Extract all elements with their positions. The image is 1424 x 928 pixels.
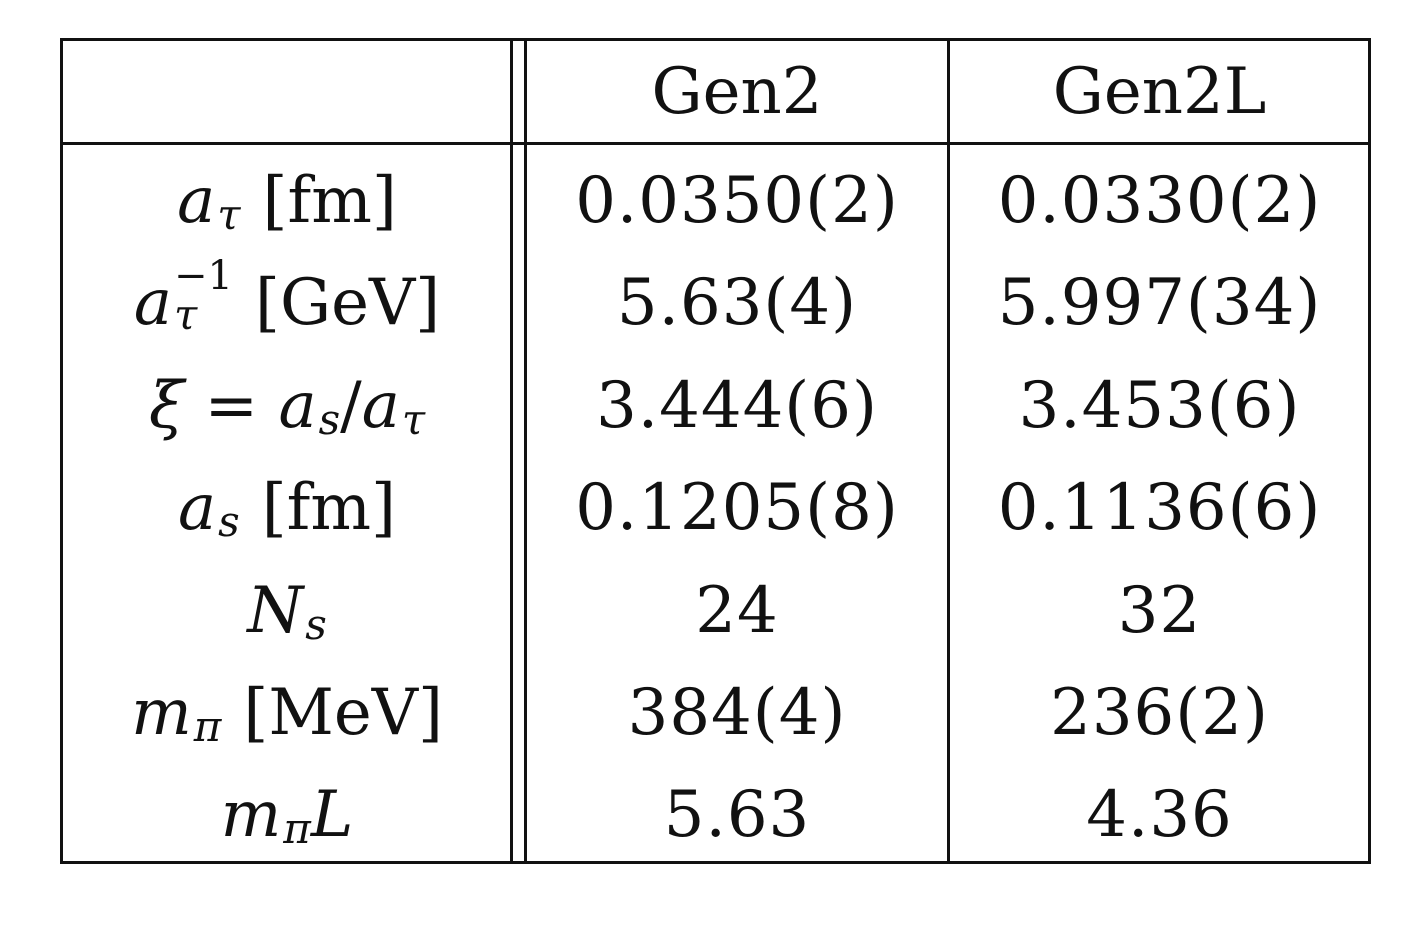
header-rule [60,142,1371,145]
table-cell: 0.0350(2) [575,164,899,238]
table-cell: 5.63(4) [616,266,858,340]
row-label-a-tau-fm: a τ [fm] [177,164,397,239]
column-divider-double-right [524,38,527,864]
column-divider [947,38,950,864]
table-frame [60,38,1371,864]
header-cell-gen2l: Gen2L [1052,55,1267,129]
table-cell: 5.63 [663,778,811,852]
row-label-m-pi-mev: m π [MeV] [131,676,443,751]
table-cell: 4.36 [1086,778,1233,852]
table-cell: 3.444(6) [596,369,878,443]
table-cell: 384(4) [627,676,847,750]
table-cell: 3.453(6) [1018,369,1301,443]
table-cell: 32 [1117,574,1202,648]
table-cell: 5.997(34) [997,266,1322,340]
header-cell-gen2: Gen2 [651,55,823,129]
table-cell: 0.0330(2) [997,164,1322,238]
header-cell-empty [63,41,511,143]
column-divider-double-left [510,38,513,864]
row-label-a-tau-inverse-gev: a −1 τ [GeV] [133,253,441,340]
table-cell: 0.1136(6) [997,471,1322,545]
row-label-xi-anisotropy: ξ = a s / a τ [148,369,426,444]
table-cell: 24 [695,574,779,648]
table-cell: 236(2) [1050,676,1269,750]
row-label-a-s-fm: a s [fm] [177,471,397,546]
table-cell: 0.1205(8) [575,471,899,545]
